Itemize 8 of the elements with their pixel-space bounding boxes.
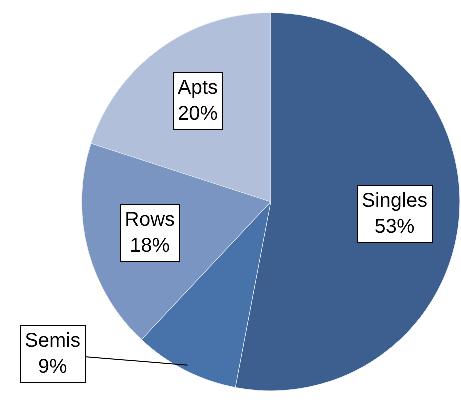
data-label: 9%	[38, 356, 68, 378]
data-label: 18%	[130, 235, 170, 257]
data-label: 53%	[374, 216, 416, 238]
slice-label: Rows	[125, 209, 176, 231]
slice-label: Apts	[178, 77, 218, 99]
slice-label: Singles	[362, 190, 428, 212]
data-label: 20%	[178, 103, 218, 125]
slice-label: Semis	[25, 330, 81, 352]
